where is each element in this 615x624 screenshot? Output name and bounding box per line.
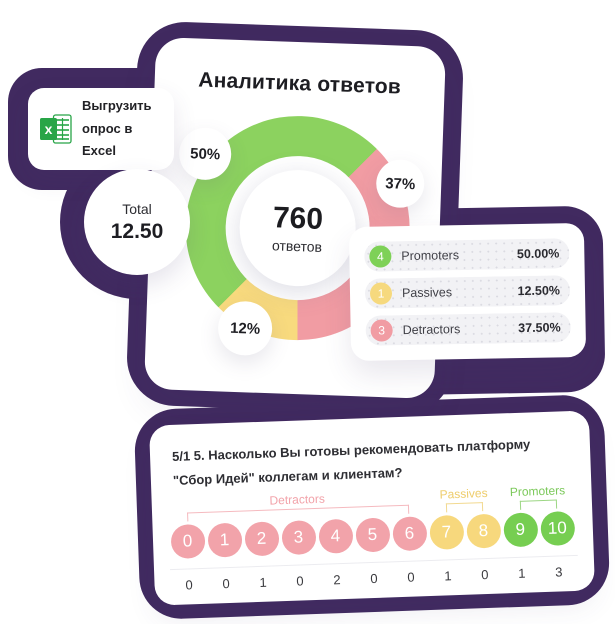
export-excel-label-line1: Выгрузить [82, 97, 152, 113]
scale-group-passives: Passives 7 8 [426, 486, 502, 551]
legend-count-badge: 3 [370, 319, 393, 342]
count-value-2: 1 [259, 574, 267, 591]
scale-point-2: 2 [243, 521, 280, 557]
donut-badge-passives: 12% [217, 300, 274, 357]
svg-text:x: x [45, 121, 53, 137]
count-value-4: 2 [333, 572, 341, 588]
legend-row-detractors: 3 Detractors 37.50% [365, 312, 571, 346]
scale-point-4: 4 [317, 518, 354, 554]
scale-point-0: 0 [169, 523, 206, 560]
nps-scale-groups: Detractors 0 1 2 3 4 5 6 Passives 7 8 Promoters 9 10 [167, 483, 577, 560]
donut-center-label: ответов [271, 237, 323, 255]
export-excel-label: Выгрузить опрос в Excel [82, 95, 162, 163]
count-value-7: 1 [444, 568, 452, 584]
scale-point-10: 10 [539, 511, 575, 547]
legend-percent: 12.50% [517, 283, 561, 299]
count-value-1: 0 [222, 576, 230, 592]
count-value-9: 1 [517, 565, 526, 582]
legend-label: Detractors [402, 322, 461, 338]
count-value-6: 0 [407, 569, 415, 585]
scale-point-1: 1 [206, 522, 243, 558]
count-value-10: 3 [554, 564, 563, 580]
legend-label: Promoters [401, 248, 460, 264]
total-score-badge: Total 12.50 [84, 169, 190, 275]
legend-count-badge: 1 [369, 282, 393, 305]
scale-group-label: Passives [439, 486, 488, 502]
scale-point-8: 8 [465, 513, 501, 549]
legend-count-badge: 4 [369, 245, 392, 268]
scale-point-6: 6 [391, 516, 428, 552]
total-label: Total [122, 200, 152, 217]
scale-group-bracket [519, 499, 557, 510]
question-card: 5/1 5. Насколько Вы готовы рекомендовать… [148, 410, 596, 606]
excel-icon: x [40, 114, 72, 144]
legend-label: Passives [401, 285, 453, 301]
legend-row-promoters: 4 Promoters 50.00% [364, 238, 570, 272]
analytics-title: Аналитика ответов [197, 68, 402, 99]
donut-badge-detractors: 37% [375, 158, 426, 209]
count-value-5: 0 [370, 570, 378, 587]
scale-group-circles: 9 10 [501, 511, 576, 548]
scale-point-9: 9 [502, 512, 538, 548]
scale-group-bracket [445, 502, 483, 513]
question-text: 5/1 5. Насколько Вы готовы рекомендовать… [171, 436, 531, 488]
scale-group-promoters: Promoters 9 10 [500, 483, 576, 548]
export-excel-button[interactable]: x Выгрузить опрос в Excel [28, 88, 174, 170]
legend-card: 4 Promoters 50.00% 1 Passives 12.50% 3 Detracto… [348, 222, 587, 362]
count-value-8: 0 [481, 567, 489, 583]
scale-point-5: 5 [354, 517, 391, 553]
total-value: 12.50 [110, 219, 164, 243]
export-excel-label-line2: опрос в Excel [82, 120, 133, 159]
scale-group-detractors: Detractors 0 1 2 3 4 5 6 [167, 488, 428, 560]
scale-group-label: Promoters [509, 483, 566, 500]
legend-percent: 50.00% [516, 246, 560, 262]
legend-row-passives: 1 Passives 12.50% [364, 275, 571, 309]
scale-point-7: 7 [428, 514, 464, 551]
count-value-3: 0 [296, 573, 304, 589]
legend-percent: 37.50% [518, 320, 561, 336]
scale-point-3: 3 [280, 520, 317, 556]
donut-center: 760 ответов [237, 168, 358, 289]
count-value-0: 0 [185, 577, 193, 593]
donut-center-value: 760 [272, 201, 324, 236]
